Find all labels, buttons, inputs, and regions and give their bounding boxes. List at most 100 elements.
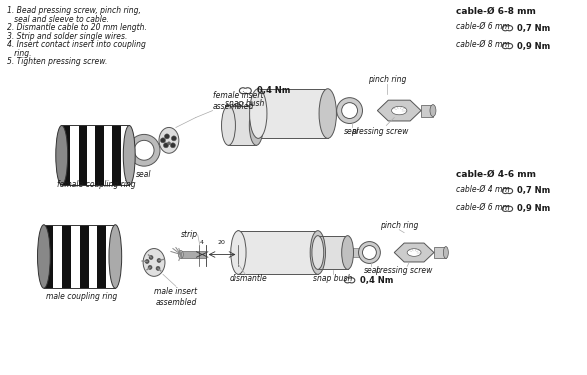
Ellipse shape [249,89,267,138]
Ellipse shape [237,238,241,266]
Ellipse shape [310,231,325,274]
Bar [181,251,205,258]
Ellipse shape [315,235,321,270]
Text: seal: seal [344,128,359,136]
Ellipse shape [348,279,352,282]
Text: 4. Insert contact insert into coupling: 4. Insert contact insert into coupling [7,40,146,49]
Text: 0,4 Nm: 0,4 Nm [359,276,393,285]
Ellipse shape [505,207,510,211]
Text: seal: seal [136,170,152,179]
Ellipse shape [178,251,183,258]
Polygon shape [394,243,434,262]
Ellipse shape [505,189,510,193]
Bar [79,126,87,185]
Text: dismantle: dismantle [230,274,267,284]
Bar [238,231,318,274]
Ellipse shape [443,246,448,258]
Text: 1. Bead pressing screw, pinch ring,: 1. Bead pressing screw, pinch ring, [7,6,141,15]
Bar [44,225,53,288]
Bar [421,105,433,117]
Ellipse shape [392,106,407,115]
Text: 2. Dismantle cable to 20 mm length.: 2. Dismantle cable to 20 mm length. [7,23,147,32]
Circle shape [171,136,176,141]
Ellipse shape [257,99,260,129]
Bar [434,246,446,258]
Ellipse shape [337,98,363,123]
Text: 0,4 Nm: 0,4 Nm [257,86,291,95]
Bar [62,225,70,288]
Circle shape [145,260,149,263]
Text: male insert
assembled: male insert assembled [154,287,197,307]
Ellipse shape [505,27,510,30]
Ellipse shape [134,140,154,160]
Bar [228,106,257,146]
Circle shape [170,143,176,148]
Ellipse shape [342,103,357,118]
Text: female coupling ring: female coupling ring [57,180,136,189]
Text: 0,9 Nm: 0,9 Nm [517,204,551,213]
Ellipse shape [109,225,122,288]
Ellipse shape [159,128,179,153]
Text: pinch ring: pinch ring [380,220,419,230]
Bar [112,126,121,185]
Text: snap bush: snap bush [313,274,352,284]
Text: 0,7 Nm: 0,7 Nm [517,186,551,195]
Bar [62,126,129,185]
Ellipse shape [56,126,68,185]
Ellipse shape [254,89,262,138]
Ellipse shape [363,246,376,260]
Text: ring.: ring. [7,48,32,57]
Bar [238,248,367,258]
Bar [258,89,328,138]
Ellipse shape [123,126,135,185]
Bar [80,225,89,288]
Text: snap bush: snap bush [225,99,264,108]
Ellipse shape [505,44,510,48]
Circle shape [163,143,168,148]
Text: female insert
assembled: female insert assembled [212,91,263,111]
Ellipse shape [243,89,248,93]
Text: 3. Strip and solder single wires.: 3. Strip and solder single wires. [7,32,127,40]
Ellipse shape [365,248,370,258]
Text: cable-Ø 6 mm: cable-Ø 6 mm [456,203,510,212]
Ellipse shape [342,236,353,269]
Circle shape [149,255,153,260]
Ellipse shape [221,106,235,146]
Text: strip: strip [181,230,198,239]
Text: male coupling ring: male coupling ring [46,292,117,301]
Ellipse shape [430,105,436,117]
Ellipse shape [231,231,246,274]
Text: 0,9 Nm: 0,9 Nm [517,42,551,51]
Text: 20: 20 [218,240,225,244]
Bar [44,225,115,288]
Ellipse shape [249,106,263,146]
Circle shape [148,266,152,269]
Text: cable-Ø 4 mm: cable-Ø 4 mm [456,185,510,194]
Text: pressing screw: pressing screw [350,128,408,136]
Text: cable-Ø 6 mm: cable-Ø 6 mm [456,22,510,31]
Text: 0,7 Nm: 0,7 Nm [517,24,551,33]
Ellipse shape [407,249,421,256]
Ellipse shape [143,249,165,276]
Circle shape [164,134,170,139]
Text: cable-Ø 8 mm: cable-Ø 8 mm [456,40,510,49]
Circle shape [167,142,170,145]
Ellipse shape [312,236,323,269]
Ellipse shape [359,242,380,263]
Bar [96,126,104,185]
Bar [97,225,106,288]
Bar [62,126,70,185]
Ellipse shape [235,231,242,274]
Text: pressing screw: pressing screw [376,266,433,275]
Text: 4: 4 [200,240,204,244]
Ellipse shape [38,225,50,288]
Text: pinch ring: pinch ring [368,75,406,84]
Text: 5. Tighten pressing screw.: 5. Tighten pressing screw. [7,57,107,66]
Text: cable-Ø 6-8 mm: cable-Ø 6-8 mm [456,6,536,15]
Polygon shape [377,100,421,121]
Ellipse shape [128,134,160,166]
Text: seal and sleeve to cable.: seal and sleeve to cable. [7,15,109,24]
Ellipse shape [319,89,336,138]
Circle shape [156,266,160,270]
Circle shape [157,258,161,262]
